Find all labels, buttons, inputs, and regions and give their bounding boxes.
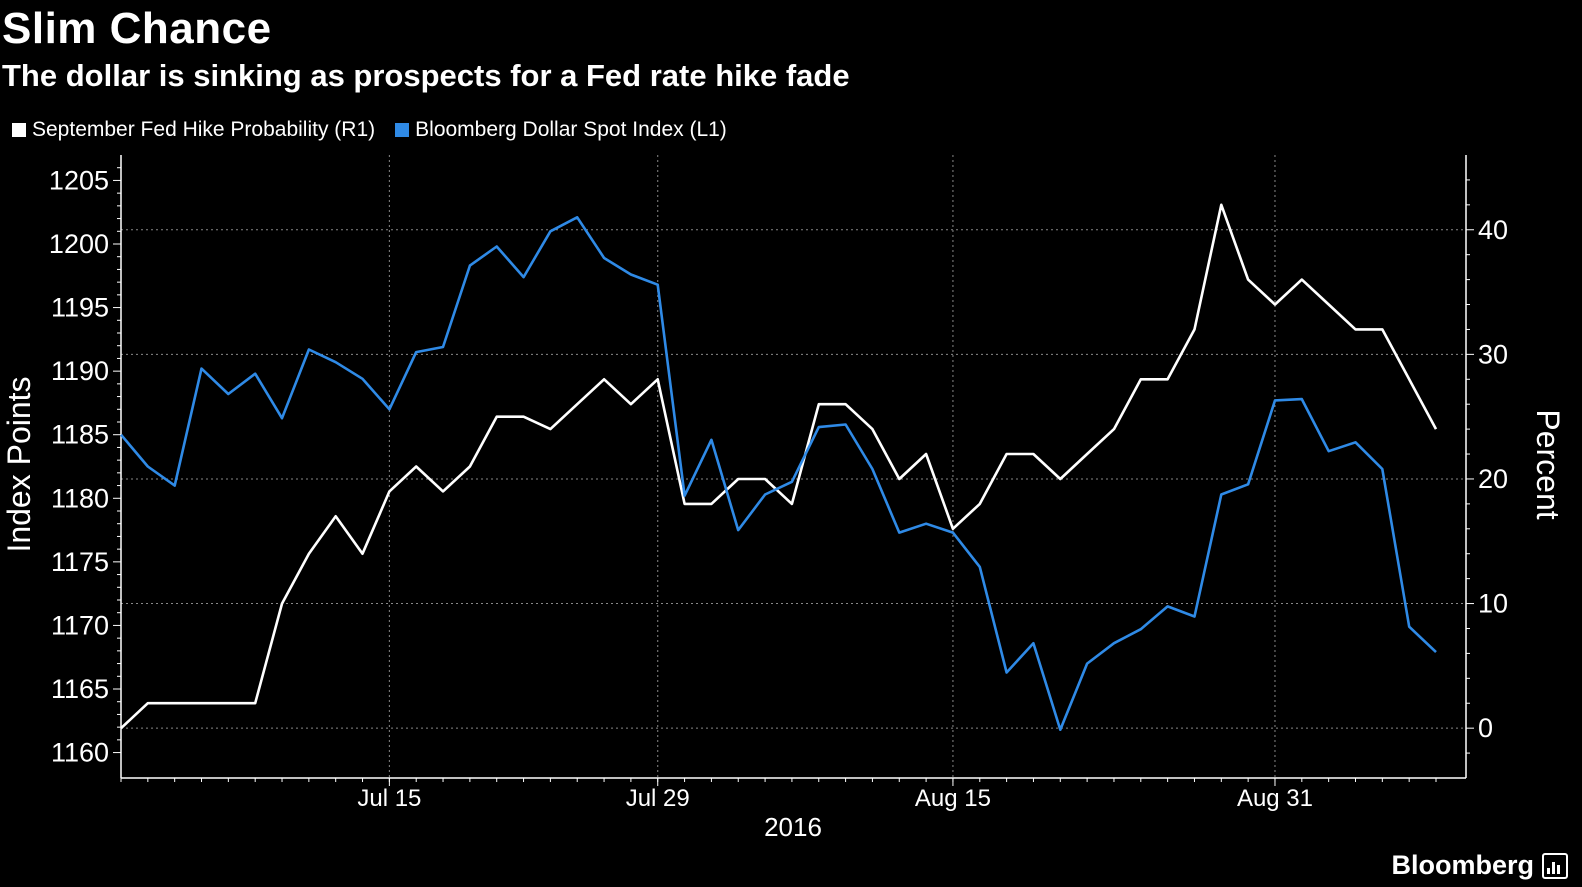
chart-subtitle: The dollar is sinking as prospects for a… [2,58,850,93]
right-tick-label: 10 [1478,589,1508,619]
series-line-dollar-spot-index [120,216,1437,732]
left-tick-label: 1165 [51,674,109,704]
right-tick-label: 0 [1478,713,1493,743]
legend-label: Bloomberg Dollar Spot Index (L1) [415,118,727,141]
left-tick-label: 1175 [51,547,109,577]
legend-item-fed-probability: September Fed Hike Probability (R1) [12,118,375,142]
left-tick-label: 1180 [51,483,109,513]
brand-logo: Bloomberg [1391,850,1568,881]
legend-label: September Fed Hike Probability (R1) [32,118,376,141]
left-tick-label: 1170 [51,610,109,640]
x-tick-label: Aug 31 [1237,785,1313,812]
left-tick-label: 1205 [49,165,109,195]
left-tick-label: 1190 [51,356,109,386]
left-tick-label: 1185 [51,420,109,450]
chart-title: Slim Chance [2,4,272,53]
right-tick-label: 40 [1478,215,1508,245]
legend-item-dollar-index: Bloomberg Dollar Spot Index (L1) [395,118,727,142]
left-tick-label: 1195 [51,293,109,323]
x-tick-label: Jul 15 [357,785,421,812]
series-line-fed-hike-probability [120,203,1438,730]
y-axis-right-label: Percent [1530,409,1566,519]
legend-swatch-white [12,123,26,137]
legend: September Fed Hike Probability (R1) Bloo… [12,118,727,142]
bar-chart-icon [1542,852,1568,879]
x-tick-label: Aug 15 [915,785,991,812]
x-tick-label: Jul 29 [626,785,690,812]
right-tick-label: 30 [1478,339,1508,369]
y-axis-left-label: Index Points [1,376,37,552]
x-axis-label: 2016 [764,812,822,842]
left-tick-label: 1160 [51,738,109,768]
left-tick-label: 1200 [49,229,109,259]
legend-swatch-blue [395,123,410,137]
brand-name: Bloomberg [1391,850,1534,880]
right-tick-label: 20 [1478,464,1508,494]
